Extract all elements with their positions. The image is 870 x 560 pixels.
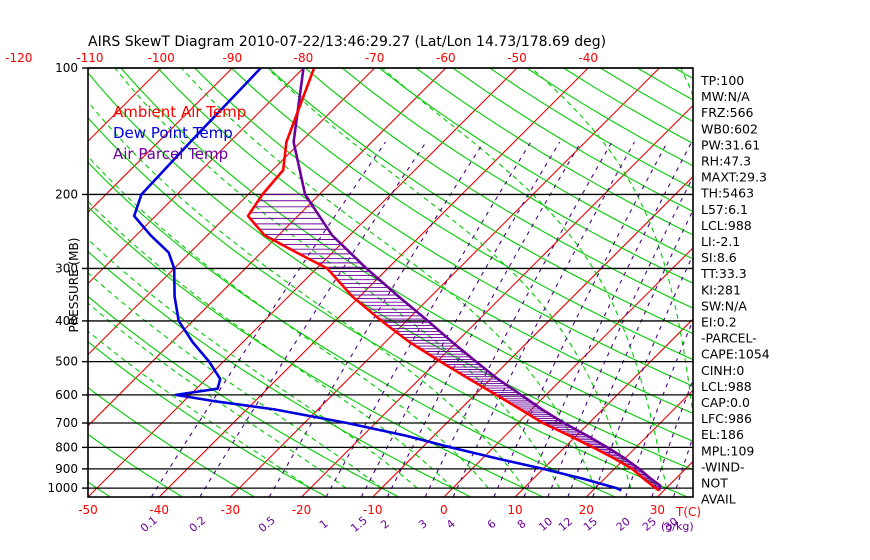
panel-row: WB0:602 [701, 121, 758, 136]
panel-row: AVAIL [701, 492, 736, 507]
panel-row: TP:100 [700, 73, 744, 88]
top-temp-tick-label: -90 [222, 51, 242, 65]
panel-row: LCL:988 [701, 379, 752, 394]
plot-frame [87, 67, 694, 498]
panel-row: MPL:109 [701, 443, 754, 458]
panel-row: FRZ:566 [701, 105, 754, 120]
x-axis-label-mixing: (g/kg) [661, 520, 694, 533]
panel-row: CAPE:1054 [701, 347, 770, 362]
pressure-tick-label: 900 [55, 462, 78, 476]
pressure-ticks: 100 200 300 400 500 600 700 800 900 1000 [47, 61, 88, 495]
panel-row: RH:47.3 [701, 154, 751, 169]
bottom-temp-tick-label: -40 [149, 503, 169, 517]
page-title: AIRS SkewT Diagram 2010-07-22/13:46:29.2… [88, 34, 606, 50]
panel-row: CINH:0 [701, 363, 744, 378]
pressure-tick-label: 300 [55, 261, 78, 275]
panel-row: CAP:0.0 [701, 395, 750, 410]
panel-row: LI:-2.1 [701, 234, 740, 249]
pressure-tick-label: 600 [55, 388, 78, 402]
sounding-curves [132, 68, 662, 492]
panel-row: SI:8.6 [701, 250, 737, 265]
pressure-tick-label: 800 [55, 440, 78, 454]
top-temp-tick-label: -110 [76, 51, 103, 65]
legend-label-1: Ambient Air Temp [113, 103, 246, 121]
panel-row: TH:5463 [700, 186, 754, 201]
parcel-curve [292, 68, 662, 491]
top-temp-tick-label: -120 [5, 51, 32, 65]
panel-row: TT:33.3 [700, 266, 747, 281]
pressure-tick-label: 700 [55, 416, 78, 430]
panel-row: MAXT:29.3 [701, 170, 767, 185]
bottom-temp-tick-label: -20 [292, 503, 312, 517]
y-axis-label: PRESSURE (MB) [67, 238, 81, 333]
top-temperature-ticks: -120 -110 -100 -90 -80 -70 -60 -50 -40 [5, 51, 598, 65]
pressure-tick-label: 400 [55, 314, 78, 328]
bottom-temp-tick-label: -10 [363, 503, 383, 517]
bottom-temp-tick-label: 30 [650, 503, 665, 517]
panel-row: EI:0.2 [701, 315, 737, 330]
panel-row: KI:281 [701, 282, 741, 297]
x-axis-label-temp: T(C) [675, 505, 701, 519]
bottom-temp-tick-label: -30 [221, 503, 241, 517]
panel-row: LCL:988 [701, 218, 752, 233]
panel-row: EL:186 [701, 427, 744, 442]
legend: Ambient Air Temp Dew Point Temp Air Parcel… [113, 103, 246, 163]
top-temp-tick-label: -70 [365, 51, 385, 65]
dry-adiabat-grid [88, 68, 693, 497]
top-temp-tick-label: -80 [294, 51, 314, 65]
bottom-temperature-ticks: -50 -40 -30 -20 -10 0 10 20 30 [78, 503, 665, 517]
top-temp-tick-label: -60 [436, 51, 456, 65]
bottom-temp-tick-label: -50 [78, 503, 98, 517]
top-temp-tick-label: -100 [148, 51, 175, 65]
panel-row: -PARCEL- [701, 331, 757, 346]
top-temp-tick-label: -40 [578, 51, 598, 65]
dewpoint-curve [132, 68, 622, 492]
pressure-tick-label: 200 [55, 187, 78, 201]
bottom-temp-tick-label: 10 [507, 503, 522, 517]
bottom-temp-tick-label: 20 [579, 503, 594, 517]
panel-row: -WIND- [701, 459, 745, 474]
pressure-tick-label: 500 [55, 355, 78, 369]
panel-row: PW:31.61 [701, 137, 760, 152]
pressure-tick-label: 100 [55, 61, 78, 75]
top-temp-tick-label: -50 [507, 51, 527, 65]
temperature-curve [246, 68, 660, 492]
legend-label-3: Air Parcel Temp [113, 145, 228, 163]
panel-row: LFC:986 [701, 411, 752, 426]
panel-row: MW:N/A [701, 89, 750, 104]
panel-row: L57:6.1 [701, 202, 748, 217]
panel-row: NOT [701, 476, 728, 491]
bottom-temp-tick-label: 0 [440, 503, 448, 517]
pressure-tick-label: 1000 [47, 481, 78, 495]
panel-row: SW:N/A [701, 298, 747, 313]
legend-label-2: Dew Point Temp [113, 124, 233, 142]
